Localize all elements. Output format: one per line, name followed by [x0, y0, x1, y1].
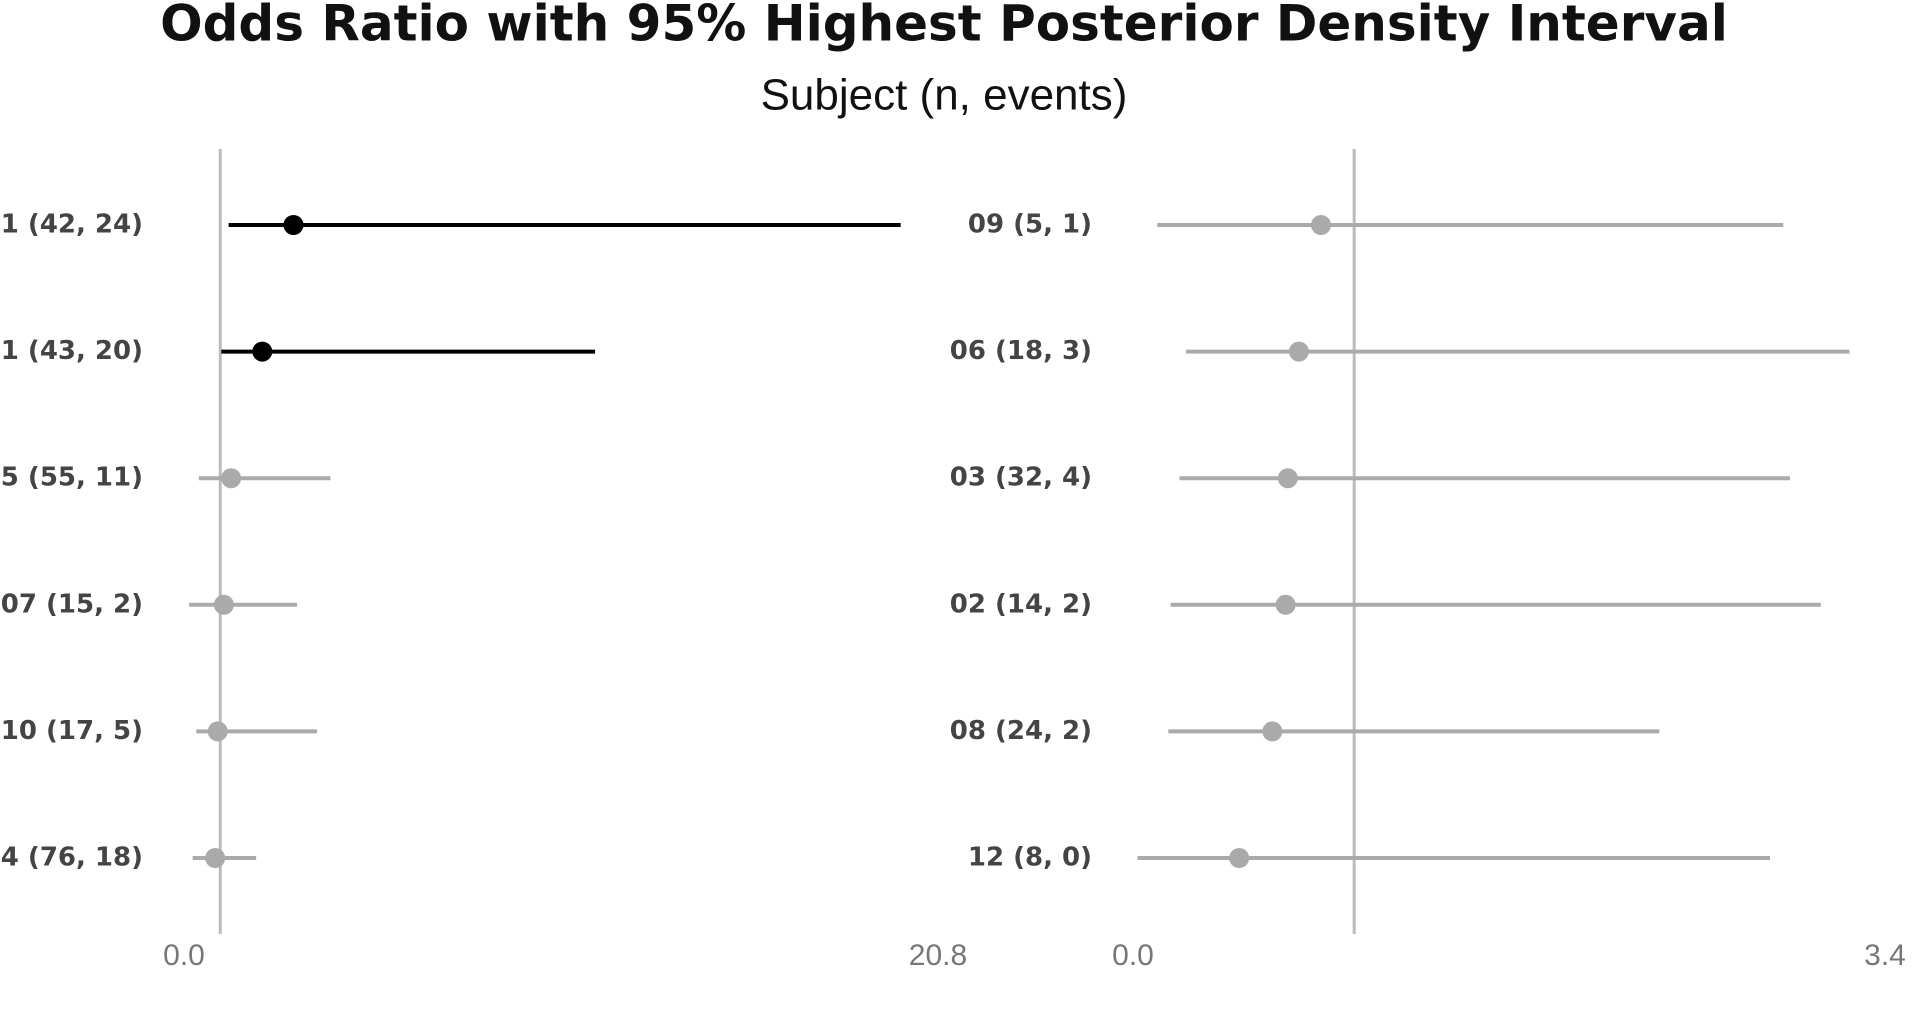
category-label: 12 (8, 0)	[968, 843, 1092, 873]
point-estimate	[1277, 468, 1298, 489]
category-label: 07 (15, 2)	[1, 589, 143, 619]
x-tick-label: 0.0	[1112, 939, 1154, 972]
point-estimate	[252, 341, 273, 362]
category-label: 03 (32, 4)	[950, 463, 1092, 493]
chart-title: Odds Ratio with 95% Highest Posterior De…	[160, 0, 1728, 53]
x-tick-label: 20.8	[909, 939, 967, 972]
category-label: 11 (43, 20)	[0, 336, 143, 366]
point-estimate	[1275, 594, 1296, 615]
category-label: 01 (42, 24)	[0, 210, 143, 240]
point-estimate	[1262, 721, 1283, 742]
category-label: 06 (18, 3)	[950, 336, 1092, 366]
chart-subtitle: Subject (n, events)	[761, 71, 1128, 120]
category-label: 09 (5, 1)	[968, 210, 1092, 240]
point-estimate	[1311, 215, 1331, 235]
point-estimate	[207, 721, 228, 742]
category-label: 08 (24, 2)	[950, 716, 1092, 746]
point-estimate	[221, 468, 242, 489]
category-label: 04 (76, 18)	[0, 843, 143, 873]
category-label: 02 (14, 2)	[950, 589, 1092, 619]
point-estimate	[283, 215, 304, 235]
category-label: 10 (17, 5)	[1, 716, 143, 746]
x-tick-label: 0.0	[163, 939, 205, 972]
point-estimate	[205, 848, 226, 868]
category-label: 05 (55, 11)	[0, 463, 143, 493]
point-estimate	[1288, 341, 1309, 362]
point-estimate	[1229, 848, 1250, 868]
point-estimate	[213, 594, 234, 615]
x-tick-label: 3.4	[1864, 939, 1906, 972]
